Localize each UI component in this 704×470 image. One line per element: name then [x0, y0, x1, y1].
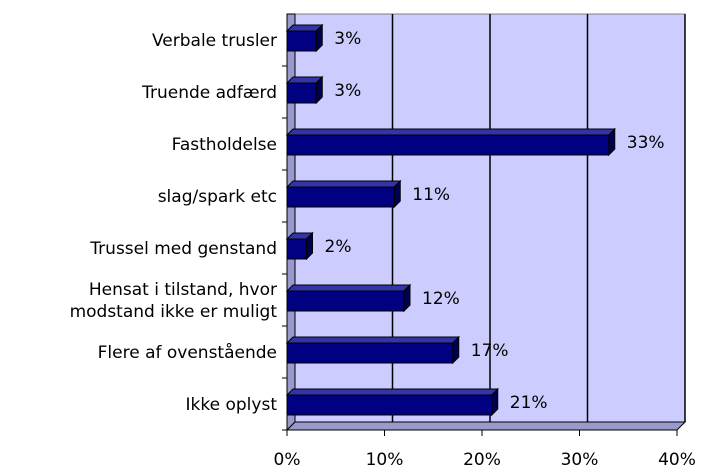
bar-front	[286, 238, 307, 260]
bar-top	[285, 180, 402, 188]
x-tick-label: 40%	[658, 450, 696, 470]
y-tick-label: Verbale trusler	[152, 31, 277, 51]
value-label: 21%	[510, 393, 548, 413]
y-tick-label: slag/spark etc	[158, 187, 277, 207]
y-tick-label: Hensat i tilstand, hvor modstand ikke er …	[70, 280, 278, 322]
bar	[285, 179, 402, 209]
x-tick-label: 20%	[463, 450, 501, 470]
bar	[285, 231, 314, 261]
bar-front	[286, 82, 317, 104]
value-label: 33%	[627, 133, 665, 153]
y-tick-label: Ikke oplyst	[186, 395, 278, 415]
bar-front	[286, 290, 405, 312]
y-tick-label: Fastholdelse	[172, 135, 277, 155]
value-label: 3%	[334, 29, 361, 49]
bar	[285, 127, 616, 157]
value-label: 11%	[412, 185, 450, 205]
bar-top	[285, 128, 616, 136]
bar-front	[286, 342, 454, 364]
value-label: 12%	[422, 289, 460, 309]
bar-front	[286, 134, 610, 156]
x-tick-label: 0%	[274, 450, 301, 470]
bar	[285, 335, 460, 365]
bar	[285, 283, 412, 313]
value-label: 3%	[334, 81, 361, 101]
bar	[285, 75, 324, 105]
bar	[285, 23, 324, 53]
bar-top	[285, 388, 499, 396]
bar-top	[285, 284, 412, 292]
bar-front	[286, 30, 317, 52]
value-label: 2%	[325, 237, 352, 257]
bar-front	[286, 394, 493, 416]
y-tick-label: Flere af ovenstående	[98, 342, 277, 363]
x-tick-label: 30%	[561, 450, 599, 470]
bar	[285, 387, 499, 417]
y-tick-label: Trussel med genstand	[89, 239, 277, 259]
bar-front	[286, 186, 395, 208]
y-tick-label: Truende adfærd	[141, 83, 277, 103]
x-tick-label: 10%	[366, 450, 404, 470]
side-wall	[286, 13, 296, 432]
floor	[285, 421, 687, 431]
value-label: 17%	[471, 341, 509, 361]
bar-top	[285, 336, 460, 344]
